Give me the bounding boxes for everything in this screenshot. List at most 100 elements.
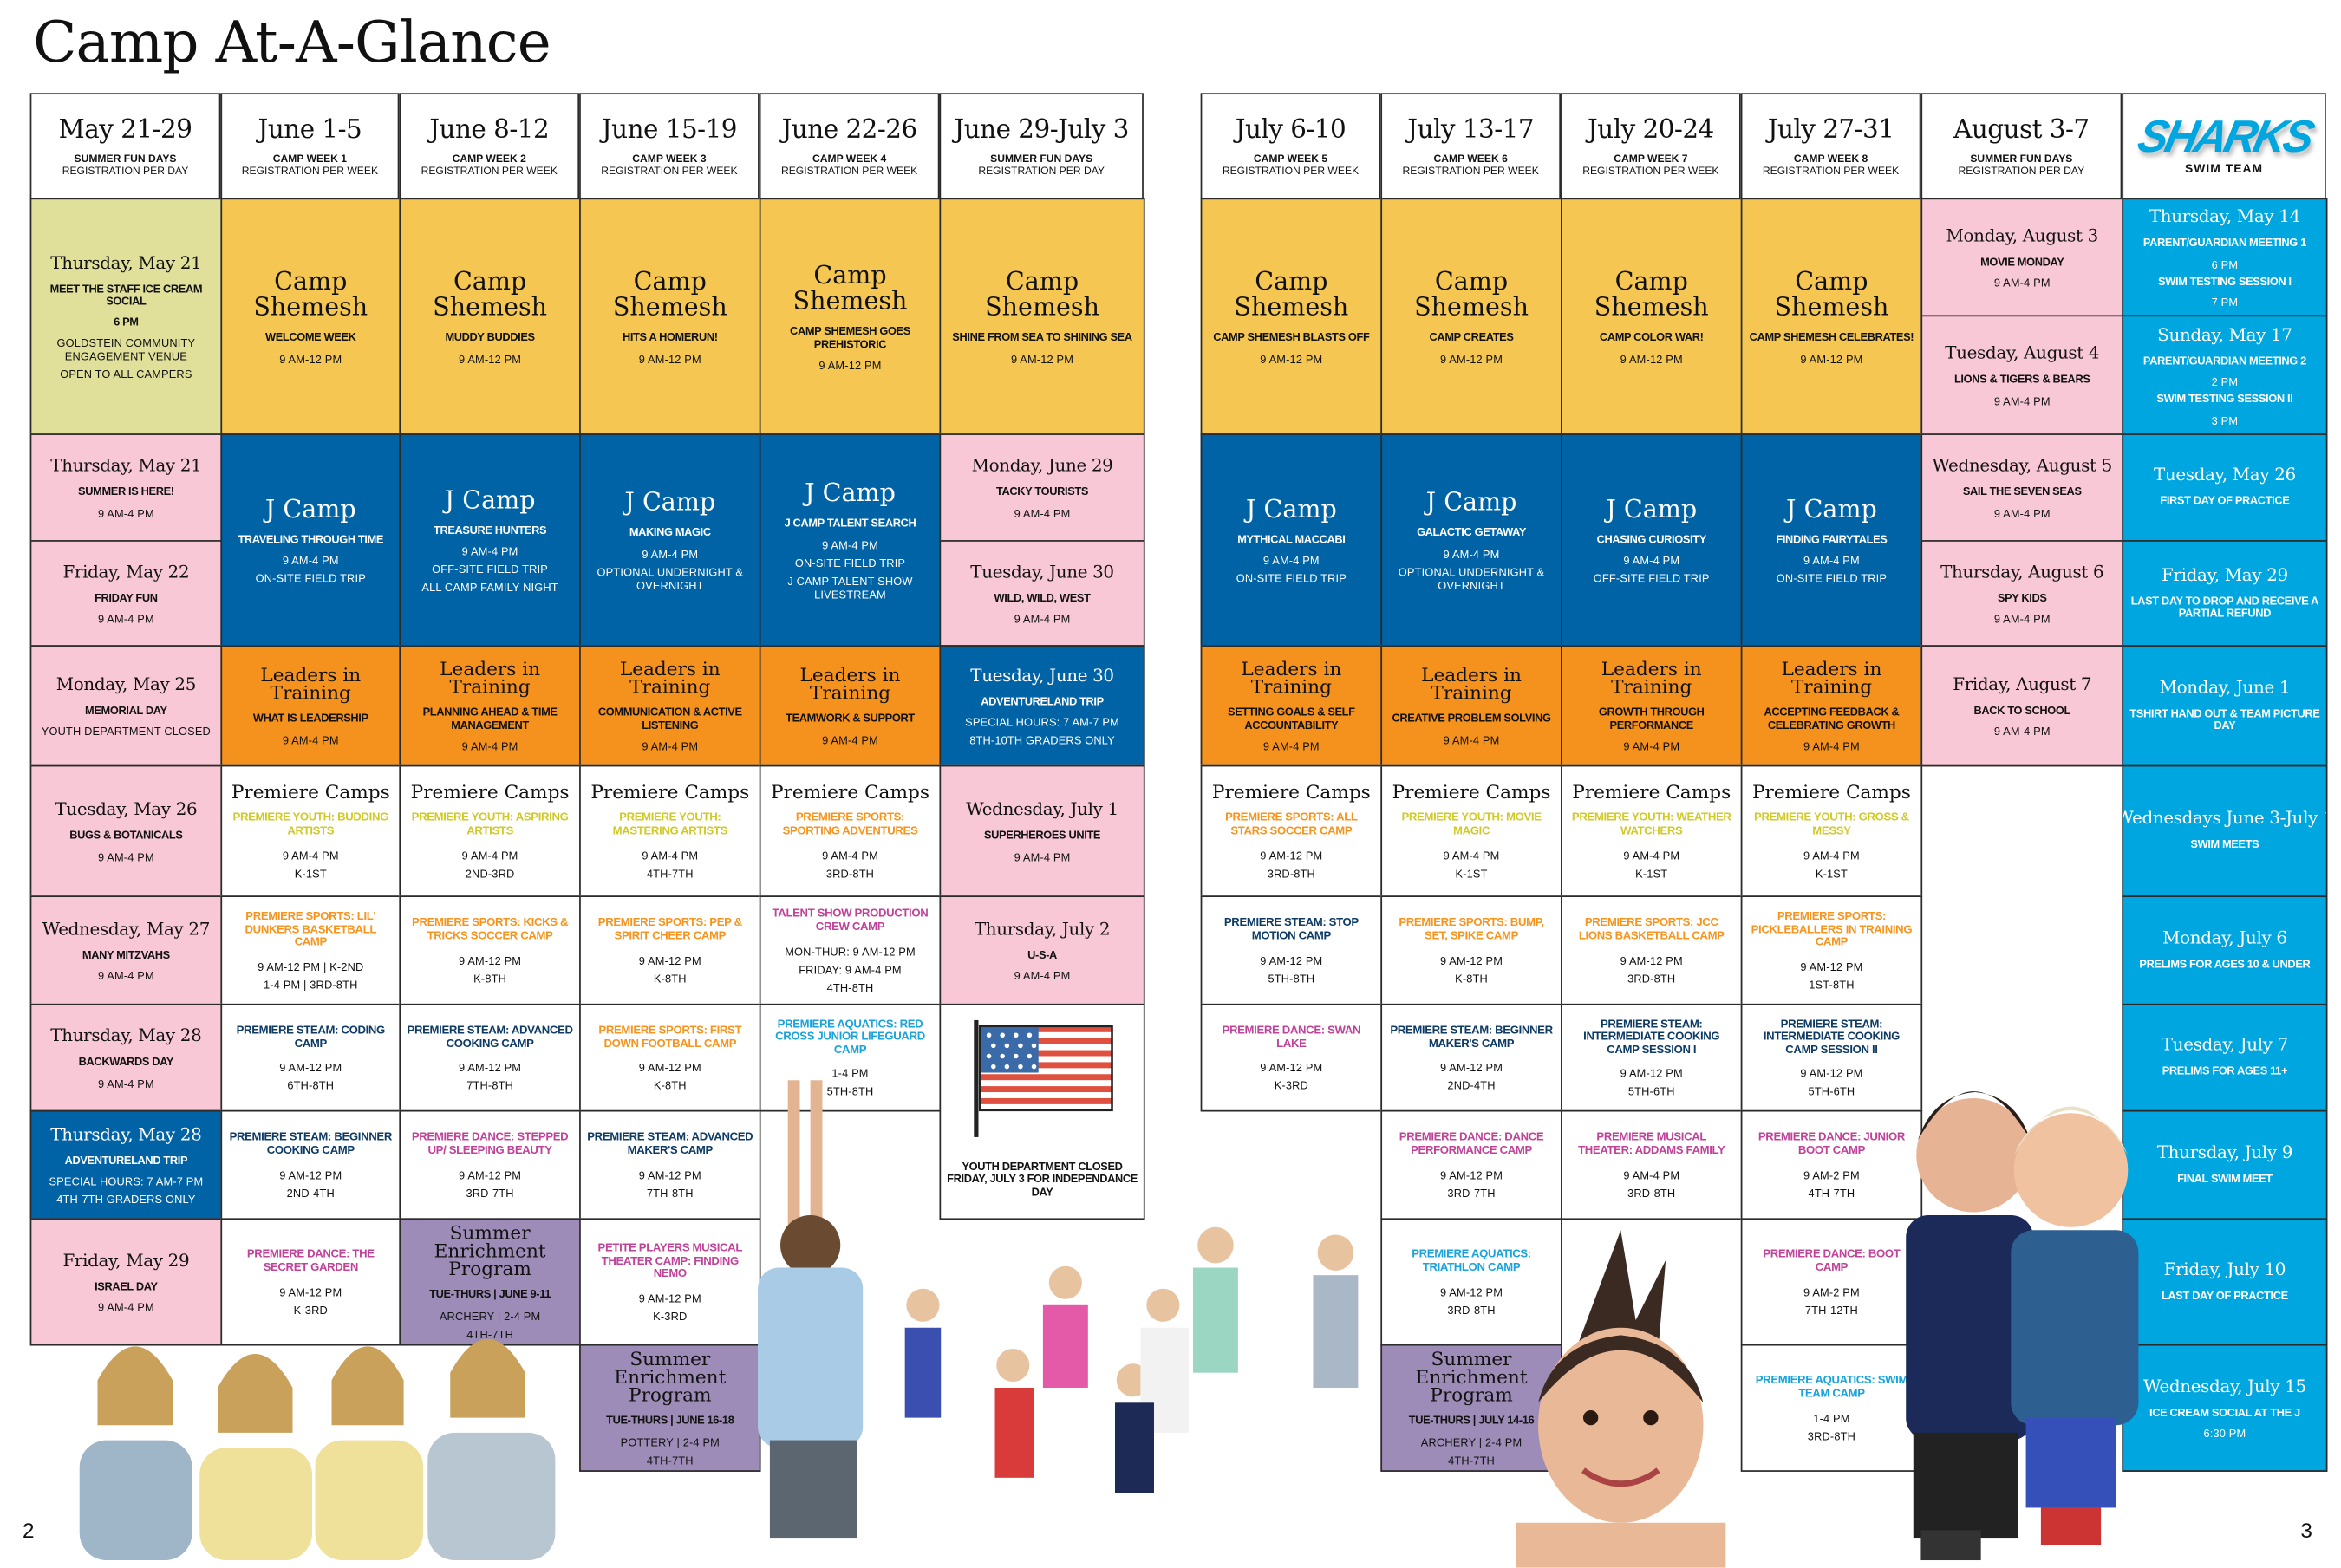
schedule-cell[interactable]: Leaders in Training COMMUNICATION & ACTIV…: [579, 645, 761, 767]
cell-text-d[interactable]: Friday, May 29: [62, 1249, 190, 1271]
schedule-cell[interactable]: Thursday, May 21 MEET THE STAFF ICE CREAM…: [29, 198, 223, 435]
cell-text-b[interactable]: CAMP CREATES: [1429, 330, 1514, 344]
cell-text-l[interactable]: 9 AM-4 PM: [822, 537, 878, 552]
cell-text-b[interactable]: GALACTIC GETAWAY: [1417, 525, 1527, 539]
schedule-cell[interactable]: PREMIERE STEAM: BEGINNER COOKING CAMP 9 A…: [220, 1109, 401, 1220]
cell-text-b[interactable]: HITS A HOMERUN!: [622, 330, 718, 344]
cell-text-hm[interactable]: Premiere Camps: [1211, 780, 1371, 804]
cell-text-hm[interactable]: Leaders in Training: [1601, 657, 1702, 698]
schedule-cell[interactable]: Camp Shemesh CAMP COLOR WAR! 9 AM-12 PM: [1561, 198, 1743, 435]
header-label[interactable]: CAMP WEEK 7: [1614, 153, 1688, 165]
cell-text-l[interactable]: 9 AM-4 PM: [1803, 739, 1860, 753]
schedule-cell[interactable]: Leaders in Training GROWTH THROUGH PERFOR…: [1561, 645, 1743, 767]
cell-text-l[interactable]: OFF-SITE FIELD TRIP: [1593, 571, 1710, 586]
cell-text-d[interactable]: Thursday, May 14: [2149, 205, 2300, 227]
cell-text-l[interactable]: 3RD-7TH: [466, 1186, 514, 1200]
cell-text-hm[interactable]: Premiere Camps: [410, 780, 570, 804]
cell-text-l[interactable]: MON-THUR: 9 AM-12 PM: [785, 944, 916, 959]
schedule-cell[interactable]: Monday, June 1 TSHIRT HAND OUT & TEAM PIC…: [2122, 645, 2328, 767]
cell-text-l[interactable]: 3RD-8TH: [1447, 1303, 1496, 1317]
schedule-cell[interactable]: Wednesday, July 1 SUPERHEROES UNITE 9 AM-4…: [939, 764, 1145, 898]
cell-text-l[interactable]: 7TH-12TH: [1804, 1303, 1858, 1317]
cell-text-l[interactable]: 9 AM-12 PM: [459, 1168, 522, 1182]
header-label[interactable]: SUMMER FUN DAYS: [1970, 153, 2073, 165]
cell-text-b[interactable]: TUE-THURS | JUNE 16-18: [606, 1413, 734, 1428]
schedule-cell[interactable]: Wednesday, May 27 MANY MITZVAHS 9 AM-4 PM: [29, 895, 223, 1005]
schedule-cell[interactable]: Premiere Camps PREMIERE YOUTH: GROSS & ME…: [1740, 764, 1923, 898]
schedule-cell[interactable]: Premiere Camps PREMIERE SPORTS: SPORTING …: [759, 764, 942, 898]
cell-text-d[interactable]: Sunday, May 17: [2157, 322, 2292, 345]
cell-text-d[interactable]: Monday, June 1: [2159, 675, 2291, 697]
header-label[interactable]: CAMP WEEK 1: [272, 153, 348, 165]
cell-text-l[interactable]: K-8TH: [653, 971, 687, 986]
schedule-cell[interactable]: J Camp J CAMP TALENT SEARCH 9 AM-4 PM ON-SI…: [759, 433, 942, 647]
cell-text-l[interactable]: 9 AM-12 PM: [1620, 1067, 1683, 1081]
cell-text-l[interactable]: 5TH-8TH: [1268, 971, 1315, 986]
cell-text-aqua[interactable]: PREMIERE AQUATICS: RED CROSS JUNIOR LIFE…: [775, 1016, 925, 1057]
cell-text-d[interactable]: Tuesday, July 7: [2161, 1033, 2289, 1056]
header-reg[interactable]: REGISTRATION PER WEEK: [1582, 166, 1719, 177]
cell-text-l[interactable]: 9 AM-4 PM: [97, 506, 154, 521]
header-date[interactable]: June 8-12: [429, 114, 550, 146]
cell-text-hm[interactable]: Leaders in Training: [260, 663, 362, 705]
cell-text-l[interactable]: 9 AM-4 PM: [1262, 554, 1320, 568]
cell-text-b[interactable]: BACK TO SCHOOL: [1973, 703, 2071, 717]
cell-text-l[interactable]: 9 AM-4 PM: [97, 849, 154, 864]
schedule-cell[interactable]: Summer Enrichment Program TUE-THURS | JUL…: [1380, 1344, 1562, 1472]
schedule-cell[interactable]: Thursday, July 9 FINAL SWIM MEET: [2122, 1109, 2328, 1220]
cell-text-h[interactable]: J Camp: [1425, 487, 1517, 517]
schedule-cell[interactable]: J Camp CHASING CURIOSITY 9 AM-4 PM OFF-SITE…: [1561, 433, 1743, 647]
column-header[interactable]: May 21-29 SUMMER FUN DAYS REGISTRATION PER…: [29, 93, 221, 200]
header-date[interactable]: June 29-July 3: [954, 114, 1129, 146]
cell-text-aqua[interactable]: PREMIERE AQUATICS: SWIM TEAM CAMP: [1755, 1373, 1908, 1400]
cell-text-dance[interactable]: PREMIERE DANCE: STEPPED UP/ SLEEPING BEA…: [411, 1129, 569, 1157]
schedule-cell[interactable]: Friday, July 10 LAST DAY OF PRACTICE: [2122, 1218, 2328, 1346]
cell-text-d[interactable]: Thursday, May 28: [50, 1025, 202, 1046]
cell-text-hm[interactable]: Leaders in Training: [440, 657, 541, 698]
header-reg[interactable]: REGISTRATION PER WEEK: [241, 166, 379, 177]
cell-text-d[interactable]: Wednesdays June 3-July 1: [2122, 807, 2328, 829]
schedule-cell[interactable]: PREMIERE DANCE: JUNIOR BOOT CAMP 9 AM-2 P…: [1740, 1109, 1923, 1220]
cell-text-b[interactable]: TACKY TOURISTS: [996, 485, 1089, 499]
schedule-cell[interactable]: Tuesday, August 4 LIONS & TIGERS & BEARS 9…: [1920, 315, 2124, 435]
cell-text-hm[interactable]: Premiere Camps: [1572, 780, 1731, 804]
header-label[interactable]: CAMP WEEK 6: [1433, 153, 1508, 165]
cell-text-sports[interactable]: PREMIERE SPORTS: BUMP, SET, SPIKE CAMP: [1399, 915, 1544, 942]
cell-text-l[interactable]: K-1ST: [1455, 866, 1488, 881]
cell-text-l[interactable]: 9 AM-12 PM: [459, 352, 522, 366]
schedule-cell[interactable]: Friday, May 29 LAST DAY TO DROP AND RECEI…: [2122, 540, 2328, 647]
cell-text-steam[interactable]: PREMIERE STEAM: BEGINNER MAKER'S CAMP: [1390, 1023, 1553, 1050]
cell-text-b[interactable]: ACCEPTING FEEDBACK & CELEBRATING GROWTH: [1764, 705, 1900, 732]
cell-text-l[interactable]: 2ND-3RD: [465, 866, 515, 881]
cell-text-b[interactable]: LAST DAY OF PRACTICE: [2161, 1288, 2288, 1302]
cell-text-sports[interactable]: PREMIERE SPORTS: PEP & SPIRIT CHEER CAMP: [597, 915, 742, 942]
cell-text-l[interactable]: 9 AM-4 PM: [282, 848, 339, 862]
cell-text-b[interactable]: MUDDY BUDDIES: [445, 330, 535, 344]
header-reg[interactable]: REGISTRATION PER WEEK: [601, 166, 738, 177]
cell-text-d[interactable]: Wednesday, August 5: [1932, 454, 2113, 477]
schedule-cell[interactable]: Premiere Camps PREMIERE SPORTS: ALL STARS…: [1200, 764, 1383, 898]
schedule-cell[interactable]: PREMIERE STEAM: INTERMEDIATE COOKING CAM…: [1740, 1003, 1923, 1112]
cell-text-hm[interactable]: Premiere Camps: [1751, 780, 1911, 804]
cell-text-d[interactable]: Friday, July 10: [2163, 1258, 2286, 1279]
cell-text-l[interactable]: ON-SITE FIELD TRIP: [1236, 571, 1347, 586]
cell-text-l[interactable]: ARCHERY | 2-4 PM: [439, 1309, 541, 1324]
schedule-cell[interactable]: Thursday, May 28 ADVENTURELAND TRIP SPECIA…: [29, 1109, 223, 1220]
cell-text-l[interactable]: 3RD-8TH: [825, 866, 875, 881]
cell-text-l[interactable]: K-1ST: [1815, 866, 1848, 881]
cell-text-l[interactable]: K-8TH: [1455, 971, 1488, 986]
cell-text-l[interactable]: 9 AM-12 PM: [1620, 953, 1683, 967]
cell-text-l[interactable]: 4TH-7TH: [646, 866, 694, 881]
header-date[interactable]: July 13-17: [1407, 114, 1535, 146]
cell-text-l[interactable]: 9 AM-4 PM: [1623, 848, 1680, 862]
cell-text-l[interactable]: 2ND-4TH: [1447, 1078, 1496, 1093]
cell-text-l[interactable]: 9 AM-12 PM: [1800, 1067, 1863, 1081]
cell-text-h[interactable]: J Camp: [624, 487, 716, 517]
cell-text-dance[interactable]: PREMIERE DANCE: JUNIOR BOOT CAMP: [1757, 1129, 1906, 1157]
cell-text-l[interactable]: 3RD-7TH: [1447, 1186, 1496, 1200]
schedule-cell[interactable]: PREMIERE DANCE: SWAN LAKE 9 AM-12 PM K-3RD: [1200, 1003, 1383, 1112]
cell-text-l[interactable]: OPTIONAL UNDERNIGHT & OVERNIGHT: [597, 565, 744, 593]
cell-text-b[interactable]: GROWTH THROUGH PERFORMANCE: [1598, 705, 1705, 732]
cell-text-b[interactable]: SWIM MEETS: [2190, 837, 2259, 851]
header-reg[interactable]: REGISTRATION PER DAY: [978, 166, 1105, 177]
